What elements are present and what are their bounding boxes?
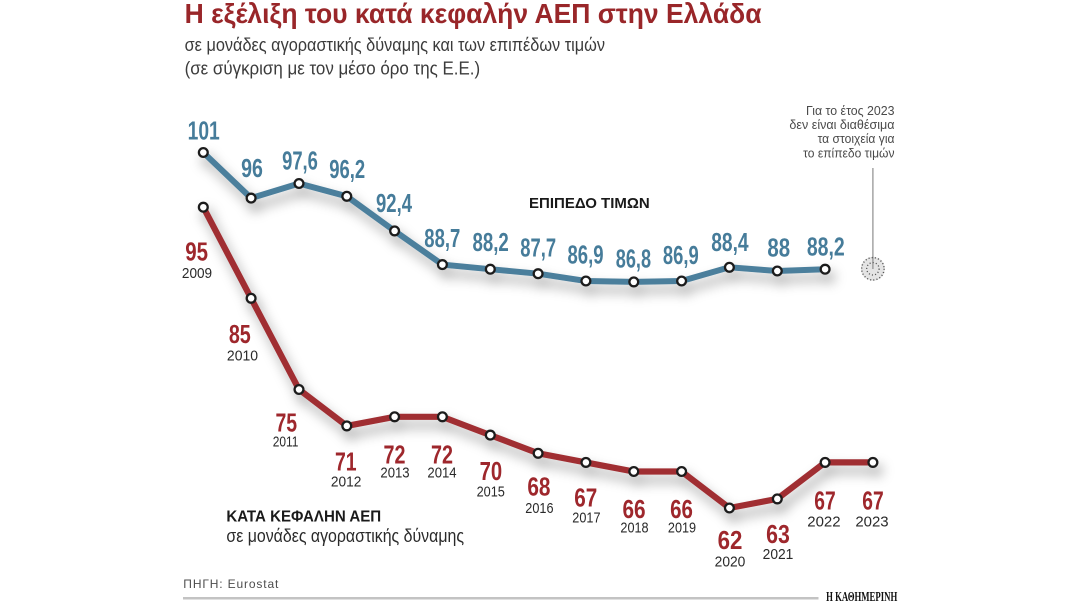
svg-text:Η ΚΑΘΗΜΕΡΙΝΗ: Η ΚΑΘΗΜΕΡΙΝΗ [826,589,897,605]
svg-text:66: 66 [622,495,645,524]
svg-text:86,8: 86,8 [616,244,651,273]
svg-text:2021: 2021 [763,546,794,563]
svg-text:88,2: 88,2 [807,232,845,261]
svg-text:2019: 2019 [668,518,696,535]
svg-text:66: 66 [670,495,693,524]
svg-text:σε μονάδες αγοραστικής δύναμης: σε μονάδες αγοραστικής δύναμης [226,525,464,546]
svg-text:2017: 2017 [572,509,600,526]
svg-text:88,4: 88,4 [711,229,749,257]
svg-text:67: 67 [862,487,883,515]
svg-text:96: 96 [241,153,263,182]
svg-text:67: 67 [574,484,597,513]
svg-text:88,2: 88,2 [472,228,508,257]
svg-text:95: 95 [185,237,208,266]
svg-text:σε μονάδες αγοραστικής δύναμης: σε μονάδες αγοραστικής δύναμης και των ε… [185,34,606,55]
svg-text:62: 62 [718,527,743,556]
svg-text:τα στοιχεία για: τα στοιχεία για [818,132,895,146]
svg-text:67: 67 [814,487,835,515]
svg-text:72: 72 [431,440,453,469]
svg-text:2016: 2016 [525,499,553,516]
svg-text:63: 63 [766,520,790,548]
svg-text:97,6: 97,6 [282,147,318,176]
svg-text:(σε σύγκριση με τον μέσο όρο τ: (σε σύγκριση με τον μέσο όρο της Ε.Ε.) [185,58,480,79]
svg-text:96,2: 96,2 [329,155,365,184]
svg-text:το επίπεδο τιμών: το επίπεδο τιμών [803,146,894,161]
svg-text:ΚΑΤΑ ΚΕΦΑΛΗΝ ΑΕΠ: ΚΑΤΑ ΚΕΦΑΛΗΝ ΑΕΠ [226,508,381,525]
svg-text:2015: 2015 [477,483,506,500]
svg-text:72: 72 [384,440,406,469]
svg-text:86,9: 86,9 [567,240,603,269]
svg-text:71: 71 [335,447,357,476]
svg-text:87,7: 87,7 [520,233,556,262]
svg-text:ΕΠΙΠΕΔΟ ΤΙΜΩΝ: ΕΠΙΠΕΔΟ ΤΙΜΩΝ [529,195,650,212]
svg-text:2018: 2018 [620,518,648,535]
svg-text:75: 75 [275,408,297,437]
svg-text:88: 88 [767,233,790,262]
svg-text:70: 70 [480,457,503,486]
svg-text:85: 85 [229,320,251,349]
svg-text:86,9: 86,9 [663,241,699,270]
svg-text:δεν είναι διαθέσιμα: δεν είναι διαθέσιμα [789,117,895,132]
svg-text:88,7: 88,7 [424,224,460,253]
svg-text:101: 101 [188,117,220,145]
svg-text:2010: 2010 [227,348,258,365]
svg-text:2023: 2023 [855,514,888,531]
svg-text:ΠΗΓΗ: Eurostat: ΠΗΓΗ: Eurostat [183,577,279,591]
svg-text:68: 68 [527,472,550,501]
svg-text:2020: 2020 [715,554,746,571]
svg-text:Για το έτος 2023: Για το έτος 2023 [806,104,895,118]
svg-text:2022: 2022 [807,514,840,531]
svg-text:92,4: 92,4 [376,189,413,218]
svg-text:Η εξέλιξη του κατά κεφαλήν ΑΕΠ: Η εξέλιξη του κατά κεφαλήν ΑΕΠ στην Ελλά… [185,0,762,29]
svg-text:2014: 2014 [427,463,456,480]
svg-text:2012: 2012 [331,474,362,491]
svg-text:2009: 2009 [182,265,212,282]
svg-text:2011: 2011 [273,433,299,450]
svg-text:2013: 2013 [380,463,409,480]
